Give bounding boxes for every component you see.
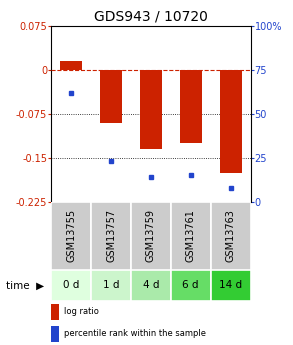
Text: 4 d: 4 d <box>143 280 159 290</box>
Bar <box>100 70 122 123</box>
Bar <box>60 61 82 70</box>
Text: GSM13761: GSM13761 <box>186 209 196 262</box>
Text: GSM13759: GSM13759 <box>146 209 156 262</box>
Bar <box>220 70 241 172</box>
Bar <box>131 202 171 270</box>
Text: 6 d: 6 d <box>183 280 199 290</box>
Bar <box>51 202 91 270</box>
Bar <box>51 326 59 342</box>
Bar <box>91 270 131 301</box>
Bar <box>131 270 171 301</box>
Bar <box>171 270 211 301</box>
Text: GSM13763: GSM13763 <box>226 209 236 262</box>
Title: GDS943 / 10720: GDS943 / 10720 <box>94 9 208 23</box>
Text: percentile rank within the sample: percentile rank within the sample <box>64 329 207 338</box>
Text: 14 d: 14 d <box>219 280 242 290</box>
Bar <box>51 304 59 319</box>
Bar <box>171 202 211 270</box>
Text: 0 d: 0 d <box>63 280 79 290</box>
Text: time  ▶: time ▶ <box>6 280 44 290</box>
Text: log ratio: log ratio <box>64 307 99 316</box>
Text: GSM13755: GSM13755 <box>66 209 76 262</box>
Bar <box>211 202 251 270</box>
Bar <box>180 70 202 143</box>
Text: GSM13757: GSM13757 <box>106 209 116 262</box>
Bar <box>211 270 251 301</box>
Text: 1 d: 1 d <box>103 280 119 290</box>
Bar <box>51 270 91 301</box>
Bar <box>91 202 131 270</box>
Bar <box>140 70 162 149</box>
